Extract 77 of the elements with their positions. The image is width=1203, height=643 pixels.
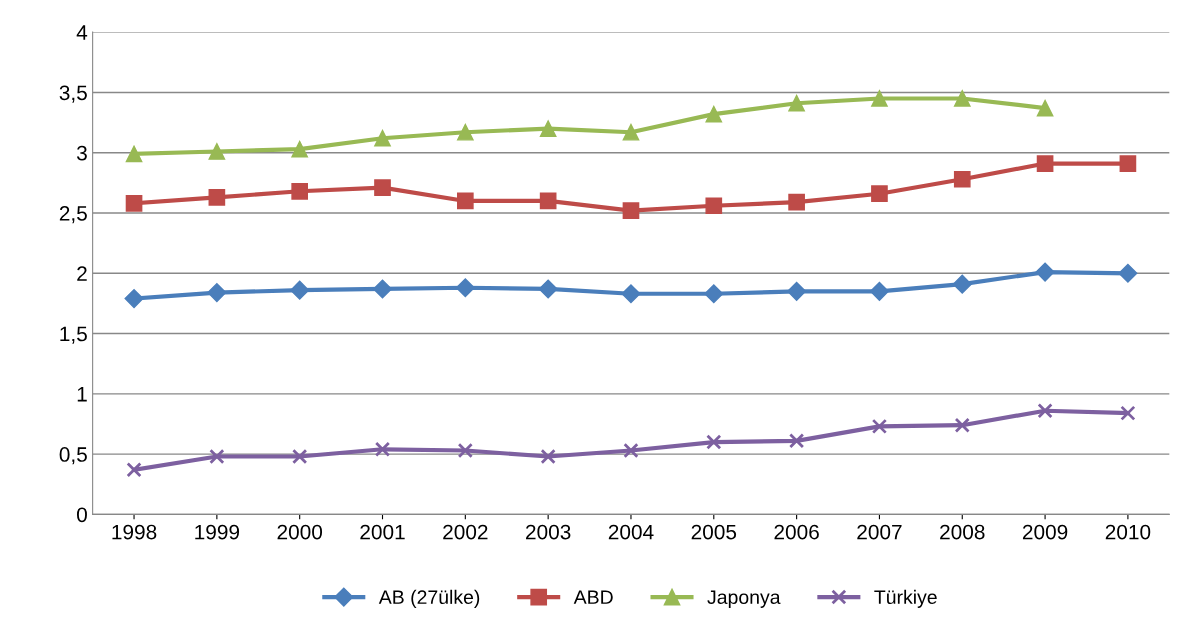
point [456, 123, 474, 141]
point [705, 105, 723, 123]
x-tick-label: 2006 [774, 524, 819, 540]
point [455, 278, 475, 298]
point [540, 448, 556, 465]
point [291, 140, 309, 158]
point [953, 90, 971, 107]
y-tick-label: 4 [76, 25, 88, 40]
point [787, 281, 807, 301]
point [1118, 263, 1138, 283]
y-tick-label: 0 [77, 507, 87, 523]
point [871, 90, 888, 107]
point [704, 284, 724, 304]
x-tick-label: 2000 [277, 524, 323, 540]
point [374, 129, 391, 147]
x-tick-label: 2009 [1022, 524, 1068, 540]
x-tick-label: 2003 [526, 524, 571, 540]
point [623, 442, 639, 459]
point [1119, 155, 1137, 172]
y-tick-label: 0,5 [59, 447, 87, 465]
legend-label: Japonya [707, 590, 781, 608]
point [372, 279, 393, 299]
point [622, 123, 640, 141]
x-tick-label: 2002 [443, 524, 488, 540]
point [706, 434, 722, 450]
x-tick-label: 2007 [857, 524, 902, 540]
x-tick-label: 2008 [940, 524, 985, 540]
point [953, 170, 971, 188]
point [621, 284, 641, 304]
point [871, 418, 888, 435]
point [1036, 155, 1054, 172]
y-tick-label: 2,5 [59, 206, 87, 224]
point [622, 202, 640, 219]
x-tick-label: 2010 [1105, 524, 1151, 540]
legend-label: Türkiye [874, 589, 937, 608]
x-tick-label: 2004 [608, 524, 654, 540]
y-tick-label: 2 [77, 266, 87, 281]
point [124, 289, 144, 309]
point [126, 462, 142, 478]
point [291, 182, 309, 200]
y-tick-label: 1,5 [60, 326, 87, 344]
y-tick-label: 3,5 [59, 85, 87, 103]
point [1035, 262, 1055, 282]
point [539, 192, 557, 210]
point [374, 179, 391, 197]
point [208, 188, 226, 206]
point [869, 281, 889, 301]
legend-label: ABD [573, 590, 613, 604]
point [539, 120, 557, 137]
point [788, 193, 805, 211]
y-tick-label: 1 [77, 387, 87, 402]
x-tick-label: 2005 [691, 524, 737, 540]
point [1037, 403, 1053, 419]
legend-label: AB (27ülke) [378, 589, 480, 608]
point [788, 433, 805, 449]
point [290, 280, 310, 300]
point [538, 279, 558, 299]
point [125, 195, 143, 212]
x-tick-label: 2001 [360, 524, 405, 540]
point [457, 442, 473, 459]
point [1036, 99, 1054, 117]
point [209, 448, 225, 465]
point [374, 441, 391, 457]
y-tick-label: 3 [76, 145, 87, 161]
x-tick-label: 1998 [112, 524, 157, 540]
point [871, 185, 888, 203]
point [952, 274, 972, 294]
point [954, 417, 970, 433]
point [125, 145, 143, 163]
x-tick-label: 1999 [195, 524, 240, 540]
point [456, 192, 474, 210]
point [292, 448, 308, 465]
point [207, 283, 227, 303]
point [705, 197, 723, 215]
point [788, 94, 805, 112]
point [1120, 405, 1136, 421]
point [208, 143, 226, 160]
